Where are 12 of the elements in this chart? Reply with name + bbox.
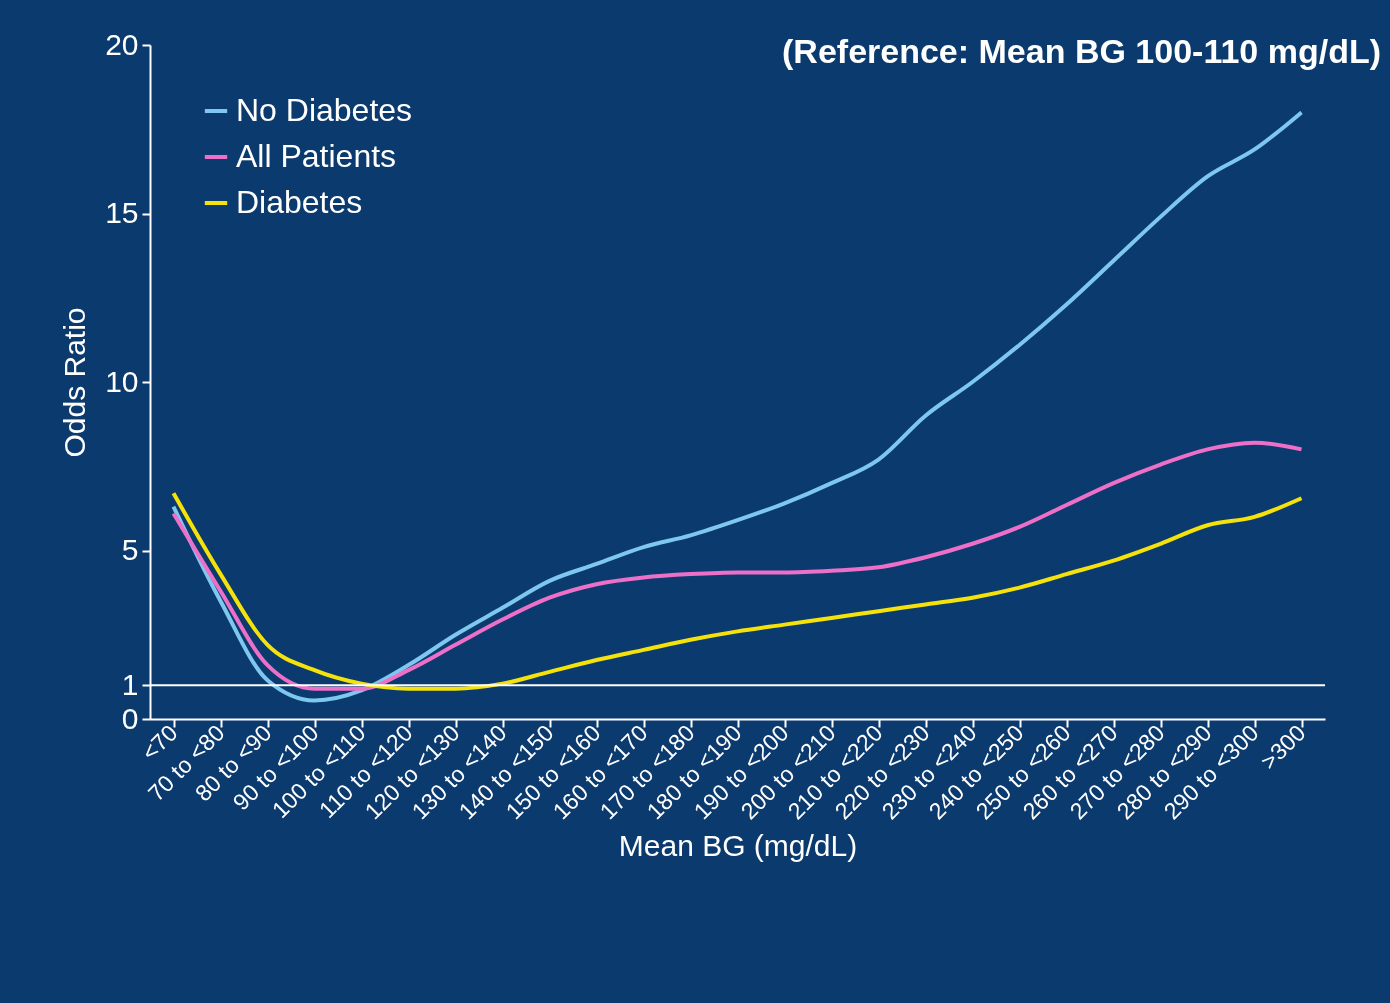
y-tick-label: 1 (121, 667, 139, 701)
y-axis-title: Odds Ratio (58, 307, 92, 458)
y-tick-label: 0 (121, 701, 139, 735)
legend-label: Diabetes (236, 184, 363, 220)
y-tick-label: 15 (105, 196, 139, 229)
y-tick-label: 5 (121, 533, 139, 566)
y-tick-label: 10 (105, 364, 139, 398)
y-tick-label: 20 (105, 27, 139, 61)
x-axis-title: Mean BG (mg/dL) (618, 829, 858, 863)
legend-label: No Diabetes (236, 92, 413, 128)
annotation: (Reference: Mean BG 100-110 mg/dL) (782, 32, 1381, 70)
legend-label: All Patients (236, 138, 397, 174)
